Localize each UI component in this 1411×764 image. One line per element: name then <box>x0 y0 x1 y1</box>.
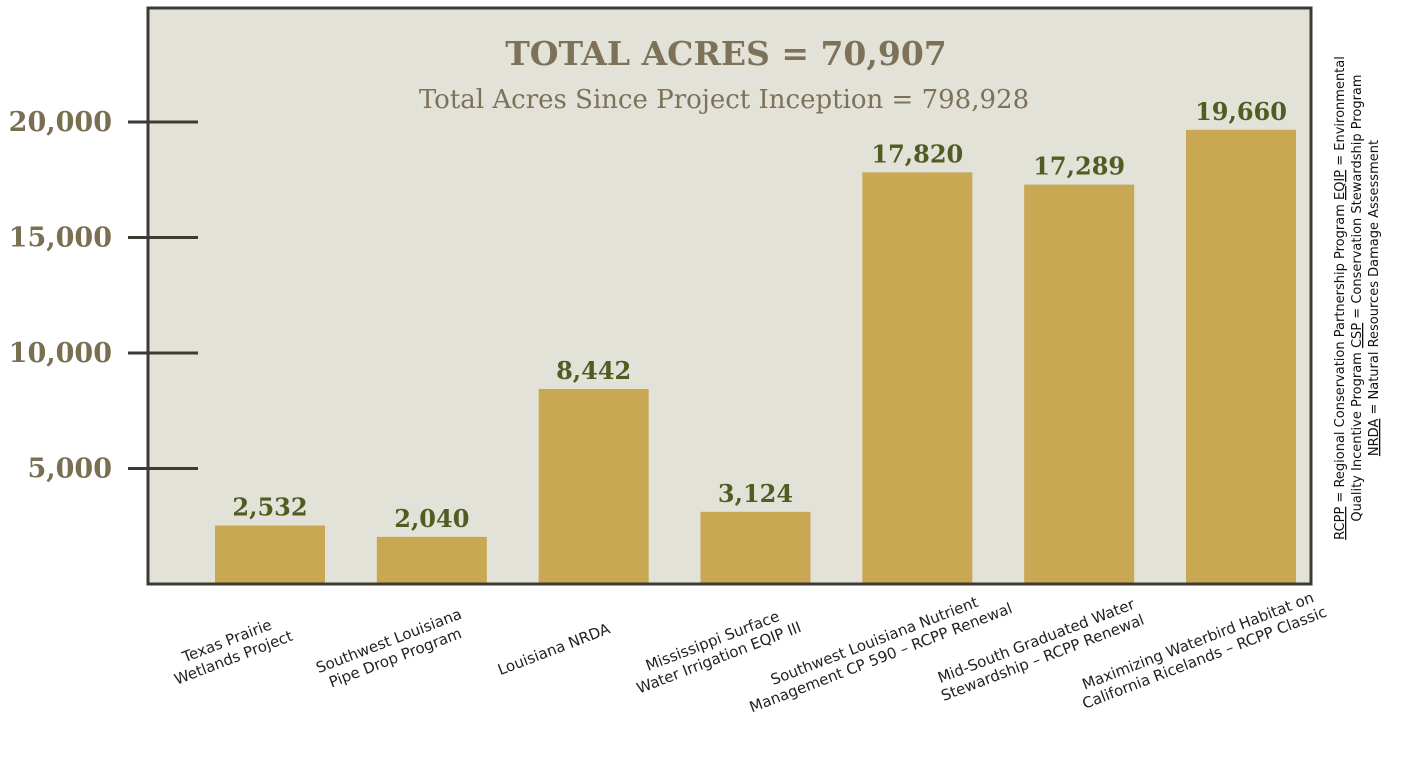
legend-line: NRDA = Natural Resources Damage Assessme… <box>1367 140 1382 456</box>
x-category-label: Texas PrairieWetlands Project <box>165 610 295 689</box>
y-tick-label: 20,000 <box>9 107 112 138</box>
bar <box>1024 184 1135 585</box>
bar <box>376 536 487 584</box>
bar-value-label: 2,532 <box>232 493 307 522</box>
bars <box>148 129 1311 586</box>
y-tick-label: 15,000 <box>9 223 112 254</box>
bar-value-label: 17,820 <box>871 139 963 168</box>
y-axis: 5,000 10,000 15,000 20,000 <box>9 107 198 485</box>
bar <box>538 388 649 584</box>
bar <box>1186 129 1296 584</box>
bar-value-label: 2,040 <box>394 504 469 533</box>
chart-subtitle: Total Acres Since Project Inception = 79… <box>419 85 1029 115</box>
bar-value-label: 3,124 <box>718 479 793 508</box>
bar <box>700 511 811 584</box>
bar-value-label: 17,289 <box>1033 152 1125 181</box>
bar <box>215 525 325 584</box>
y-tick-label: 10,000 <box>9 338 112 369</box>
legend-line: Quality Incentive Program CSP = Conserva… <box>1350 74 1365 521</box>
data-labels: 2,532 2,040 8,442 3,124 17,820 17,289 19,660 <box>232 97 1287 533</box>
x-category-label: Southwest Louisiana NutrientManagement C… <box>740 582 1014 716</box>
x-category-label: Louisiana NRDA <box>495 619 613 679</box>
legend-line: RCPP = Regional Conservation Partnership… <box>1333 56 1348 540</box>
bar-value-label: 19,660 <box>1195 97 1287 126</box>
x-axis: Texas PrairieWetlands Project Southwest L… <box>165 582 1329 716</box>
abbreviation-legend: RCPP = Regional Conservation Partnership… <box>1333 56 1382 540</box>
y-tick-label: 5,000 <box>27 454 112 485</box>
chart-title: TOTAL ACRES = 70,907 <box>505 34 947 73</box>
bar-value-label: 8,442 <box>556 356 631 385</box>
x-category-label: Southwest LouisianaPipe Drop Program <box>314 605 471 694</box>
bar <box>862 172 973 584</box>
